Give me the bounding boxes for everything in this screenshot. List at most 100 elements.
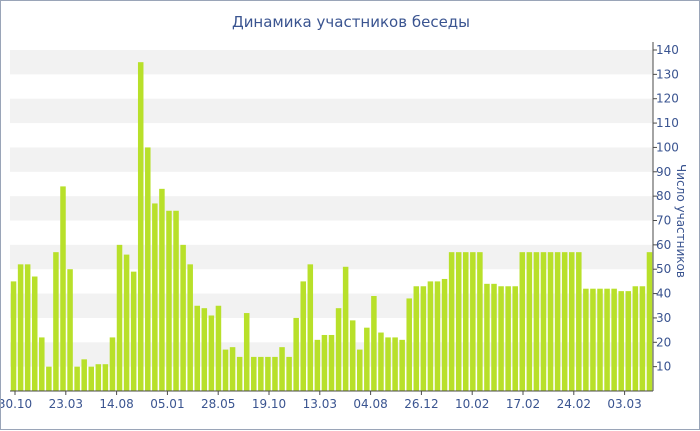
y-tick-label: 110 — [656, 116, 679, 130]
bar — [349, 320, 356, 391]
bar — [547, 252, 554, 391]
bar — [477, 252, 483, 391]
bar — [399, 339, 405, 391]
bar — [618, 291, 624, 391]
x-tick-label: 10.02 — [455, 397, 489, 411]
bar — [39, 337, 45, 391]
bar — [17, 264, 24, 391]
bar — [491, 283, 497, 391]
bar — [385, 337, 391, 391]
bar — [10, 281, 17, 391]
y-tick-label: 40 — [656, 287, 671, 301]
bar — [378, 332, 384, 391]
bar — [307, 264, 314, 391]
x-tick-label: 30.10 — [1, 397, 32, 411]
bar — [279, 347, 285, 391]
bar — [406, 298, 412, 391]
grid-band — [10, 196, 653, 221]
bar — [130, 271, 137, 391]
y-tick-label: 90 — [656, 165, 671, 179]
bar — [159, 188, 165, 391]
bar — [166, 210, 172, 391]
y-tick-label: 100 — [656, 140, 679, 154]
bar — [145, 147, 151, 391]
bar — [215, 305, 222, 391]
bar — [251, 356, 257, 391]
bar — [152, 203, 158, 391]
bar — [646, 252, 653, 391]
bar — [187, 264, 193, 391]
bar — [81, 359, 87, 391]
bar — [611, 288, 617, 391]
bar — [590, 288, 596, 391]
x-tick-label: 13.03 — [303, 397, 337, 411]
bar — [74, 366, 80, 391]
bar — [392, 337, 398, 391]
x-tick-label: 23.03 — [49, 397, 83, 411]
bar — [201, 308, 208, 391]
bar — [462, 252, 469, 391]
bar — [53, 252, 59, 391]
bar — [24, 264, 31, 391]
x-tick-label: 05.01 — [150, 397, 184, 411]
bar — [371, 296, 377, 391]
bar — [173, 210, 179, 391]
bar — [286, 356, 292, 391]
bar — [116, 244, 123, 391]
bar — [229, 347, 236, 391]
bar — [272, 356, 278, 391]
bar — [335, 308, 342, 391]
bar — [434, 281, 441, 391]
y-tick-label: 20 — [656, 335, 671, 349]
bar — [137, 62, 144, 392]
bar — [519, 252, 526, 391]
x-tick-label: 04.08 — [353, 397, 387, 411]
bar — [180, 244, 186, 391]
bar — [505, 286, 511, 391]
bar — [604, 288, 610, 391]
bar — [639, 286, 646, 391]
bar — [554, 252, 561, 391]
bar — [441, 278, 448, 391]
y-tick-label: 10 — [656, 360, 671, 374]
bar — [427, 281, 434, 391]
x-tick-label: 14.08 — [99, 397, 133, 411]
y-tick-label: 60 — [656, 238, 671, 252]
bar — [583, 288, 589, 391]
bar — [576, 252, 582, 391]
y-tick-label: 120 — [656, 92, 679, 106]
grid-band — [10, 98, 653, 124]
bar — [236, 356, 243, 391]
bar — [512, 286, 518, 391]
bar — [484, 283, 490, 391]
bar — [46, 366, 52, 391]
x-tick-label: 19.10 — [252, 397, 286, 411]
x-tick-label: 26.12 — [404, 397, 438, 411]
bar — [413, 286, 420, 391]
bar — [314, 339, 321, 391]
bar — [293, 317, 299, 391]
y-tick-label: 70 — [656, 214, 671, 228]
y-tick-label: 30 — [656, 311, 671, 325]
bar — [328, 334, 335, 391]
bar — [95, 364, 102, 391]
grid-band — [10, 147, 653, 172]
bar — [88, 366, 95, 391]
bar — [420, 286, 427, 391]
y-tick-label: 130 — [656, 67, 679, 81]
bar — [109, 337, 116, 391]
bar — [208, 315, 215, 391]
y-tick-label: 140 — [656, 43, 679, 57]
x-tick-label: 17.02 — [506, 397, 540, 411]
x-tick-label: 28.05 — [201, 397, 235, 411]
x-tick-label: 03.03 — [607, 397, 641, 411]
bar — [625, 291, 632, 391]
bar — [540, 252, 547, 391]
bar — [364, 327, 370, 391]
bar — [455, 252, 462, 391]
grid-band — [10, 50, 653, 75]
bar — [632, 286, 639, 391]
bar — [265, 356, 271, 391]
